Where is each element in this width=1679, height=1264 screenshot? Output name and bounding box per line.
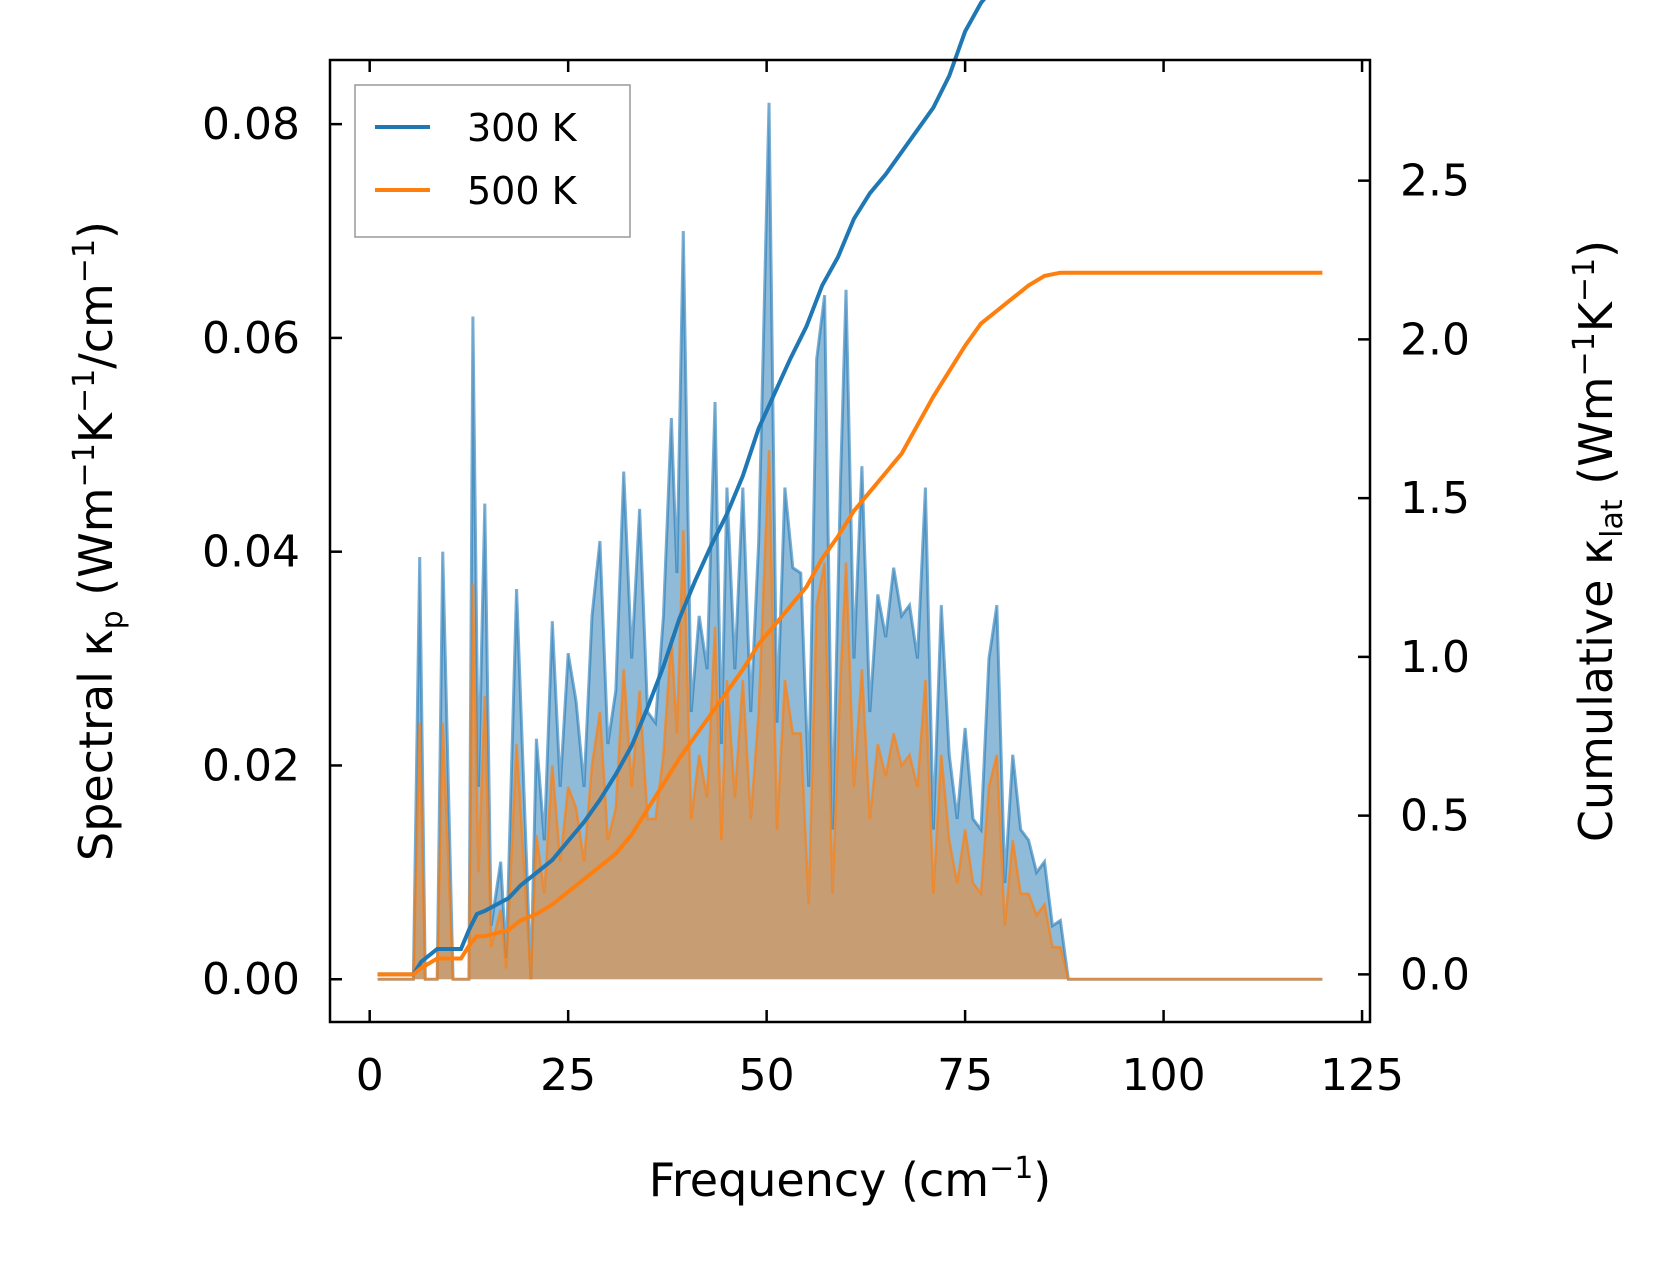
y-tick-label-right: 2.0 — [1400, 314, 1470, 365]
y-tick-label-left: 0.02 — [202, 740, 300, 791]
spectral-300k-line — [377, 102, 1323, 981]
axis-ticks: 0 25 50 75 100 125 0.00 0.02 0.04 0.06 0.08 0.0 0.5 1… — [202, 60, 1470, 1101]
y-tick-label-right: 1.5 — [1400, 473, 1470, 524]
x-axis-label: Frequency (cm−1) — [649, 1151, 1052, 1207]
legend-label-300k: 300 K — [467, 106, 578, 150]
cumulative-500k-line — [377, 270, 1323, 977]
x-tick-label: 125 — [1320, 1050, 1404, 1101]
legend-label-500k: 500 K — [467, 169, 578, 213]
spectral-fills — [377, 102, 1323, 981]
axes-frame — [328, 58, 1372, 1024]
x-tick-label: 75 — [937, 1050, 993, 1101]
y-tick-label-left: 0.06 — [202, 313, 300, 364]
x-tick-label: 50 — [739, 1050, 795, 1101]
x-tick-label: 25 — [540, 1050, 596, 1101]
legend-box — [354, 84, 631, 238]
legend: 300 K 500 K — [354, 84, 631, 238]
y-tick-label-right: 0.0 — [1400, 949, 1470, 1000]
x-tick-label: 100 — [1122, 1050, 1206, 1101]
y-tick-label-left: 0.08 — [202, 99, 300, 150]
spectral-500k-fill — [377, 450, 1323, 980]
spectral-500k-line — [377, 450, 1323, 981]
y-axis-label-right: Cumulative κlat (Wm−1K−1) — [1567, 240, 1630, 842]
y-tick-label-left: 0.00 — [202, 954, 300, 1005]
y-axis-label-left: Spectral κp (Wm−1K−1/cm−1) — [67, 221, 130, 861]
y-tick-label-right: 2.5 — [1400, 156, 1470, 207]
y-tick-label-right: 0.5 — [1400, 791, 1470, 842]
x-tick-label: 0 — [356, 1050, 384, 1101]
y-tick-label-left: 0.04 — [202, 527, 300, 578]
y-tick-label-right: 1.0 — [1400, 632, 1470, 683]
